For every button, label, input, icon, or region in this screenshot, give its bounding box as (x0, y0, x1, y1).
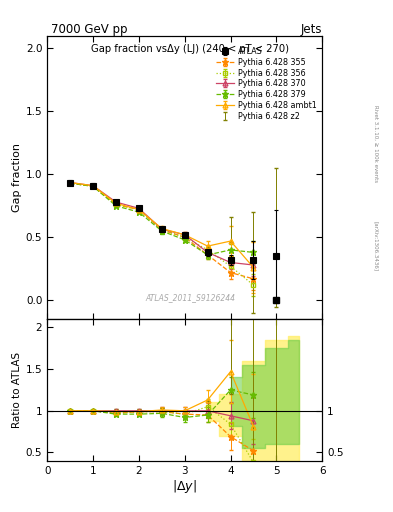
Text: 7000 GeV pp: 7000 GeV pp (51, 23, 128, 36)
Text: Gap fraction vsΔy (LJ) (240 < pT < 270): Gap fraction vsΔy (LJ) (240 < pT < 270) (91, 45, 289, 54)
Y-axis label: Ratio to ATLAS: Ratio to ATLAS (11, 352, 22, 428)
Text: Jets: Jets (301, 23, 322, 36)
Text: [arXiv:1306.3436]: [arXiv:1306.3436] (373, 221, 378, 271)
Y-axis label: Gap fraction: Gap fraction (11, 143, 22, 212)
Legend: ATLAS, Pythia 6.428 355, Pythia 6.428 356, Pythia 6.428 370, Pythia 6.428 379, P: ATLAS, Pythia 6.428 355, Pythia 6.428 35… (215, 46, 318, 122)
Text: ATLAS_2011_S9126244: ATLAS_2011_S9126244 (145, 293, 235, 302)
Text: Rivet 3.1.10, ≥ 100k events: Rivet 3.1.10, ≥ 100k events (373, 105, 378, 182)
X-axis label: $|\Delta y|$: $|\Delta y|$ (172, 478, 197, 496)
